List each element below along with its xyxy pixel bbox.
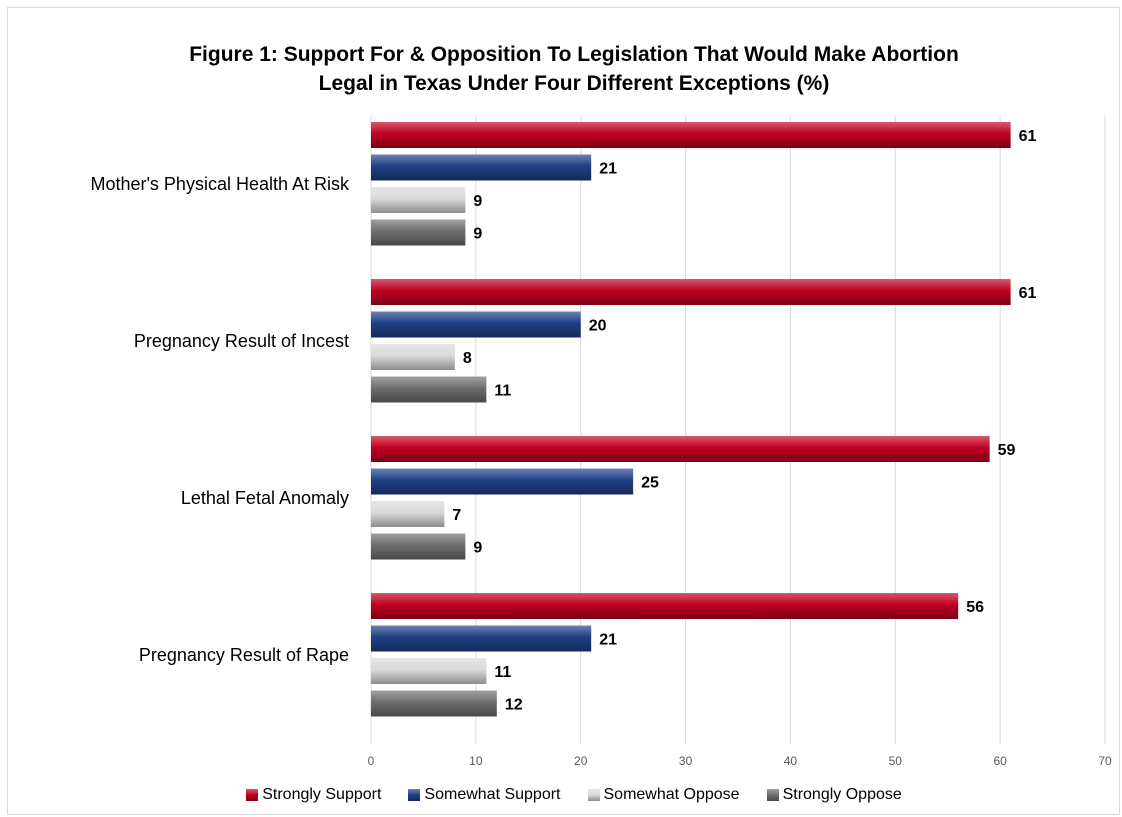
data-label: 20 [589,318,607,335]
data-label: 21 [599,632,617,649]
legend-swatch [408,789,420,801]
bar [371,469,633,495]
legend-label: Strongly Support [262,786,381,804]
data-label: 9 [473,540,482,557]
data-label: 9 [473,226,482,243]
data-label: 59 [998,442,1016,459]
category-label: Pregnancy Result of Incest [134,331,349,351]
data-label: 8 [463,350,472,367]
legend-label: Somewhat Oppose [604,786,740,804]
bar [371,312,581,338]
legend: Strongly Support Somewhat Support Somewhat… [0,786,1122,804]
bar [371,501,444,527]
legend-label: Somewhat Support [424,786,560,804]
bar [371,377,486,403]
bars [371,122,1011,717]
x-tick-label: 20 [574,754,588,768]
x-axis-tick-labels: 0 10 20 30 40 50 60 70 [368,754,1112,768]
bar [371,436,990,462]
category-label: Lethal Fetal Anomaly [181,488,349,508]
legend-swatch [246,789,258,801]
category-label: Mother's Physical Health At Risk [90,174,350,194]
category-label: Pregnancy Result of Rape [139,645,349,665]
x-tick-label: 40 [784,754,798,768]
bar [371,220,465,246]
category-labels: Mother's Physical Health At Risk Pregnanc… [90,174,350,665]
x-tick-label: 30 [679,754,693,768]
x-tick-label: 70 [1098,754,1112,768]
data-label: 7 [452,507,461,524]
bar [371,187,465,213]
data-label: 9 [473,193,482,210]
data-label: 11 [494,383,511,400]
x-tick-label: 60 [993,754,1007,768]
legend-item: Somewhat Support [408,786,560,804]
legend-item: Strongly Oppose [767,786,902,804]
legend-swatch [767,789,779,801]
bar [371,593,958,619]
legend-swatch [588,789,600,801]
data-label: 25 [641,475,659,492]
bar [371,691,497,717]
data-label: 11 [494,664,511,681]
bar [371,122,1011,148]
x-tick-label: 0 [368,754,375,768]
data-label: 56 [966,599,984,616]
bar [371,279,1011,305]
legend-item: Strongly Support [246,786,381,804]
data-label: 12 [505,697,523,714]
bar [371,626,591,652]
x-tick-label: 10 [469,754,483,768]
legend-item: Somewhat Oppose [588,786,740,804]
data-label: 61 [1019,128,1037,145]
bar [371,155,591,181]
bar [371,534,465,560]
bar [371,344,455,370]
data-label: 61 [1019,285,1037,302]
bar [371,658,486,684]
x-tick-label: 50 [889,754,903,768]
legend-label: Strongly Oppose [783,786,902,804]
data-label: 21 [599,161,617,178]
